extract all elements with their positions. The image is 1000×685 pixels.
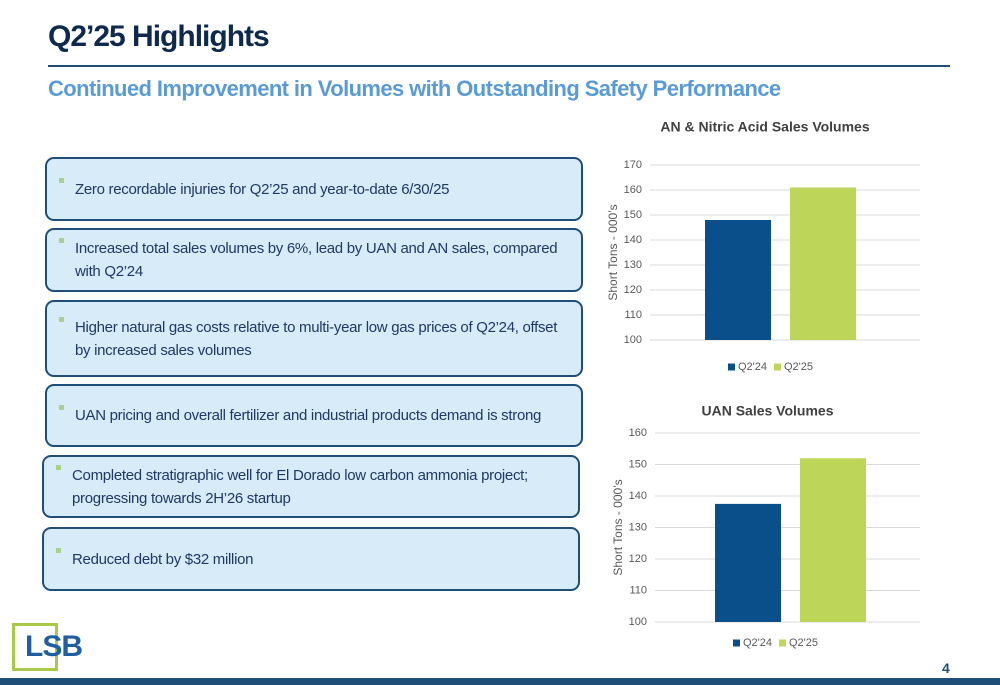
page-number: 4 <box>942 660 950 676</box>
bullet-box: Higher natural gas costs relative to mul… <box>45 300 583 377</box>
y-tick-label: 130 <box>624 259 642 271</box>
y-tick-label: 130 <box>629 521 647 533</box>
y-tick-label: 140 <box>629 490 647 502</box>
bullet-box: Completed stratigraphic well for El Dora… <box>42 455 580 518</box>
y-tick-label: 100 <box>624 334 642 346</box>
logo: LSB <box>12 623 83 671</box>
bar <box>790 187 856 340</box>
y-tick-label: 160 <box>629 427 647 439</box>
bullet-box: Zero recordable injuries for Q2’25 and y… <box>45 157 583 221</box>
y-tick-label: 160 <box>624 184 642 196</box>
slide-subtitle: Continued Improvement in Volumes with Ou… <box>48 76 781 101</box>
y-tick-label: 140 <box>624 234 642 246</box>
slide-title: Q2’25 Highlights <box>48 20 270 53</box>
bullet-box: Increased total sales volumes by 6%, lea… <box>45 228 583 292</box>
y-tick-label: 120 <box>629 553 647 565</box>
y-tick-label: 100 <box>629 616 647 628</box>
y-tick-label: 110 <box>629 584 647 596</box>
y-tick-label: 110 <box>624 309 642 321</box>
chart-title: UAN Sales Volumes <box>701 403 833 419</box>
legend-label: Q2'24 <box>743 637 772 649</box>
bullet-box: UAN pricing and overall fertilizer and i… <box>45 384 583 447</box>
y-axis-label: Short Tons - 000’s <box>606 204 620 300</box>
bullet-box: Reduced debt by $32 million <box>42 527 580 591</box>
bar <box>705 220 771 340</box>
y-tick-label: 170 <box>624 159 642 171</box>
legend-label: Q2'24 <box>738 361 767 373</box>
logo-text: LSB <box>25 630 83 663</box>
y-tick-label: 150 <box>624 209 642 221</box>
charts: AN & Nitric Acid Sales Volumes Short Tons… <box>606 119 920 649</box>
legend-swatch <box>774 363 781 371</box>
y-axis-label: Short Tons - 000’s <box>611 479 625 575</box>
bar <box>715 503 781 622</box>
legend-label: Q2'25 <box>789 637 818 649</box>
bar <box>800 458 866 622</box>
legend-label: Q2'25 <box>784 361 813 373</box>
legend-swatch <box>733 639 740 647</box>
footer-bar <box>0 678 1000 685</box>
legend-swatch <box>728 363 735 371</box>
chart-title: AN & Nitric Acid Sales Volumes <box>660 119 869 135</box>
y-tick-label: 120 <box>624 284 642 296</box>
legend-swatch <box>779 639 786 647</box>
y-tick-label: 150 <box>629 458 647 470</box>
title-rule <box>48 65 950 67</box>
